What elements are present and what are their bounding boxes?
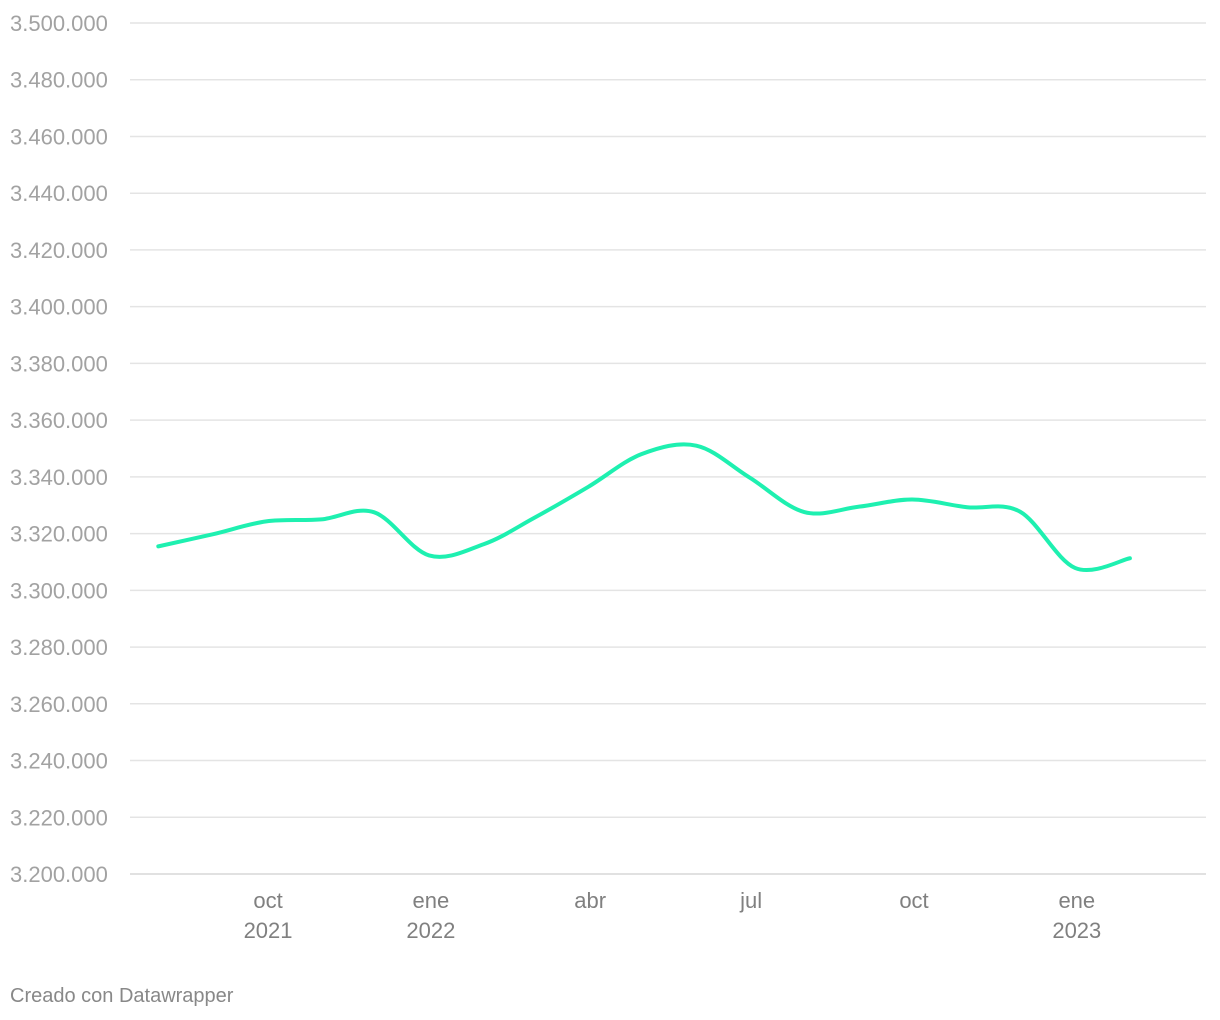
chart-area: 3.200.000 3.220.000 3.240.000 3.260.000 3.28… [10, 11, 1206, 943]
x-axis: oct 2021 ene 2022 abr jul oct ene 2023 [244, 888, 1102, 943]
x-tick-year-label: 2021 [244, 918, 293, 943]
y-axis: 3.200.000 3.220.000 3.240.000 3.260.000 3.28… [10, 11, 108, 887]
x-tick-label: abr [574, 888, 606, 913]
x-tick-label: oct [253, 888, 282, 913]
x-tick-year-label: 2023 [1052, 918, 1101, 943]
series-layer [156, 442, 1132, 572]
y-tick-label: 3.500.000 [10, 11, 108, 36]
series-line [156, 442, 1132, 572]
line-chart: 3.200.000 3.220.000 3.240.000 3.260.000 3.28… [10, 11, 1206, 943]
y-tick-label: 3.380.000 [10, 351, 108, 376]
y-tick-label: 3.400.000 [10, 295, 108, 320]
y-tick-label: 3.340.000 [10, 465, 108, 490]
y-tick-label: 3.480.000 [10, 68, 108, 93]
y-tick-label: 3.280.000 [10, 635, 108, 660]
y-tick-label: 3.420.000 [10, 238, 108, 263]
y-tick-label: 3.220.000 [10, 805, 108, 830]
x-tick-label: ene [412, 888, 449, 913]
y-tick-label: 3.260.000 [10, 692, 108, 717]
y-tick-label: 3.300.000 [10, 578, 108, 603]
x-tick-year-label: 2022 [406, 918, 455, 943]
y-tick-label: 3.440.000 [10, 181, 108, 206]
gridlines [130, 22, 1206, 875]
y-tick-label: 3.320.000 [10, 522, 108, 547]
y-tick-label: 3.240.000 [10, 749, 108, 774]
y-tick-label: 3.200.000 [10, 862, 108, 887]
x-tick-label: oct [899, 888, 928, 913]
x-tick-label: jul [739, 888, 762, 913]
footer-credit: Creado con Datawrapper [10, 985, 234, 1007]
y-tick-label: 3.460.000 [10, 124, 108, 149]
x-tick-label: ene [1058, 888, 1095, 913]
y-tick-label: 3.360.000 [10, 408, 108, 433]
